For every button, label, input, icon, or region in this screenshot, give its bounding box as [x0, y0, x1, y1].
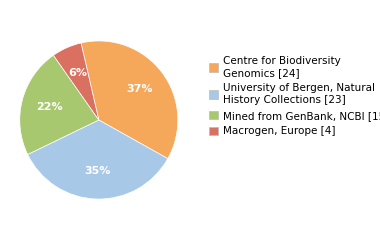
- Wedge shape: [20, 55, 99, 155]
- Text: 35%: 35%: [84, 166, 111, 176]
- Wedge shape: [81, 41, 178, 159]
- Text: 37%: 37%: [127, 84, 153, 94]
- Legend: Centre for Biodiversity
Genomics [24], University of Bergen, Natural
History Col: Centre for Biodiversity Genomics [24], U…: [207, 54, 380, 138]
- Text: 6%: 6%: [68, 68, 87, 78]
- Wedge shape: [54, 43, 99, 120]
- Text: 22%: 22%: [36, 102, 62, 112]
- Wedge shape: [28, 120, 168, 199]
